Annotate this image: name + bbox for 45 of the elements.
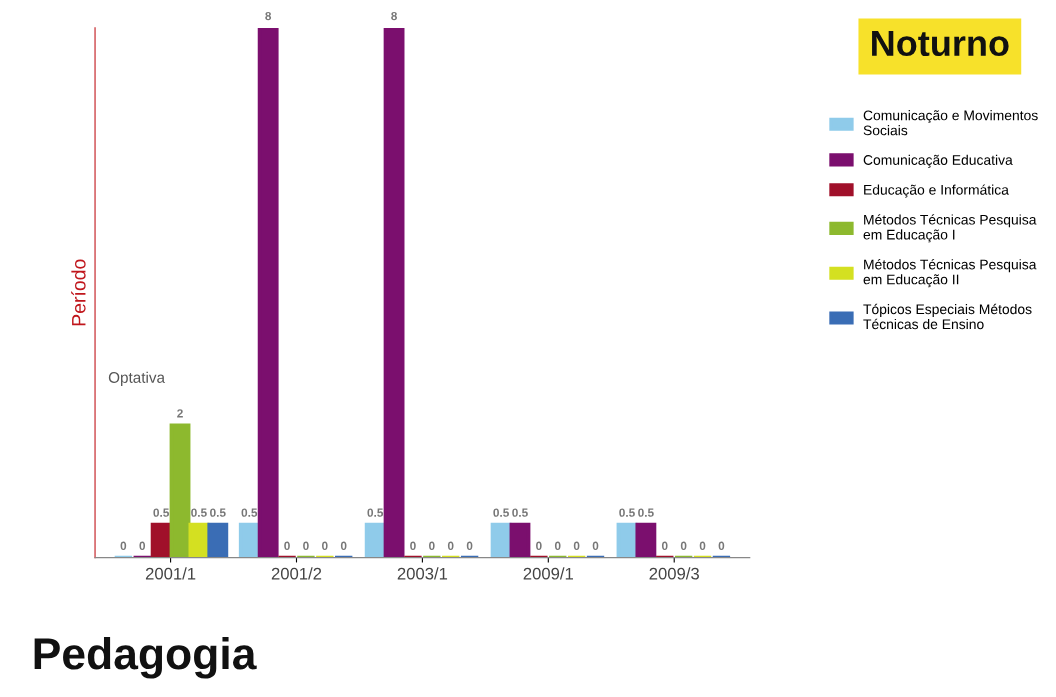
data-label: 0.5 — [367, 508, 384, 517]
data-label: 0 — [322, 541, 328, 550]
text: Pedagogia — [34, 636, 257, 679]
data-label: 0 — [466, 541, 473, 550]
data-label: 0 — [680, 541, 687, 550]
x-tick-label: 2001/2 — [271, 567, 322, 580]
x-tick-label: 2001/1 — [145, 567, 196, 580]
data-label: 0 — [699, 541, 706, 550]
data-label: 0.5 — [153, 508, 170, 517]
legend-label: Comunicação Educativa — [863, 154, 1013, 168]
data-label: 8 — [265, 11, 272, 21]
data-label: 0 — [718, 541, 725, 550]
data-label: 0 — [554, 541, 561, 550]
legend-label: Educação e Informática — [864, 184, 1009, 198]
legend-label: Métodos Técnicas Pesquisa em Educação I — [863, 214, 1037, 243]
data-label: 0 — [410, 541, 416, 550]
annotation: Optativa — [108, 371, 166, 386]
data-label: 0.5 — [619, 508, 635, 517]
data-label: 0 — [592, 541, 599, 550]
data-label: 0.5 — [191, 508, 207, 517]
legend-label: Comunicação e Movimentos Sociais — [863, 110, 1038, 136]
text: Noturno — [872, 30, 1009, 57]
legend-label: Tópicos Especiais Métodos Técnicas de Ensino — [863, 303, 1032, 330]
data-label: 0 — [303, 541, 309, 550]
data-label: 0 — [573, 541, 580, 550]
data-label: 0.5 — [493, 508, 509, 517]
data-label: 0.5 — [638, 508, 654, 517]
data-label: 0 — [139, 541, 146, 550]
data-label: 0.5 — [241, 508, 258, 517]
x-tick-label: 2009/1 — [523, 567, 573, 580]
legend-label: Métodos Técnicas Pesquisa em Educação II — [863, 259, 1037, 288]
data-label: 0 — [429, 541, 435, 550]
y-axis-title: Período — [71, 259, 86, 326]
x-tick-label: 2009/3 — [649, 567, 699, 580]
x-tick-label: 2003/1 — [397, 567, 448, 580]
data-label: 0.5 — [512, 508, 528, 517]
data-label: 0 — [284, 541, 290, 550]
data-label: 0 — [447, 541, 454, 550]
data-label: 0 — [661, 541, 668, 550]
data-label: 2 — [177, 409, 183, 418]
data-label: 0 — [120, 541, 127, 550]
data-label: 0 — [536, 541, 542, 550]
data-label: 0 — [340, 541, 347, 550]
data-label: 8 — [391, 11, 397, 21]
data-label: 0.5 — [210, 508, 226, 517]
